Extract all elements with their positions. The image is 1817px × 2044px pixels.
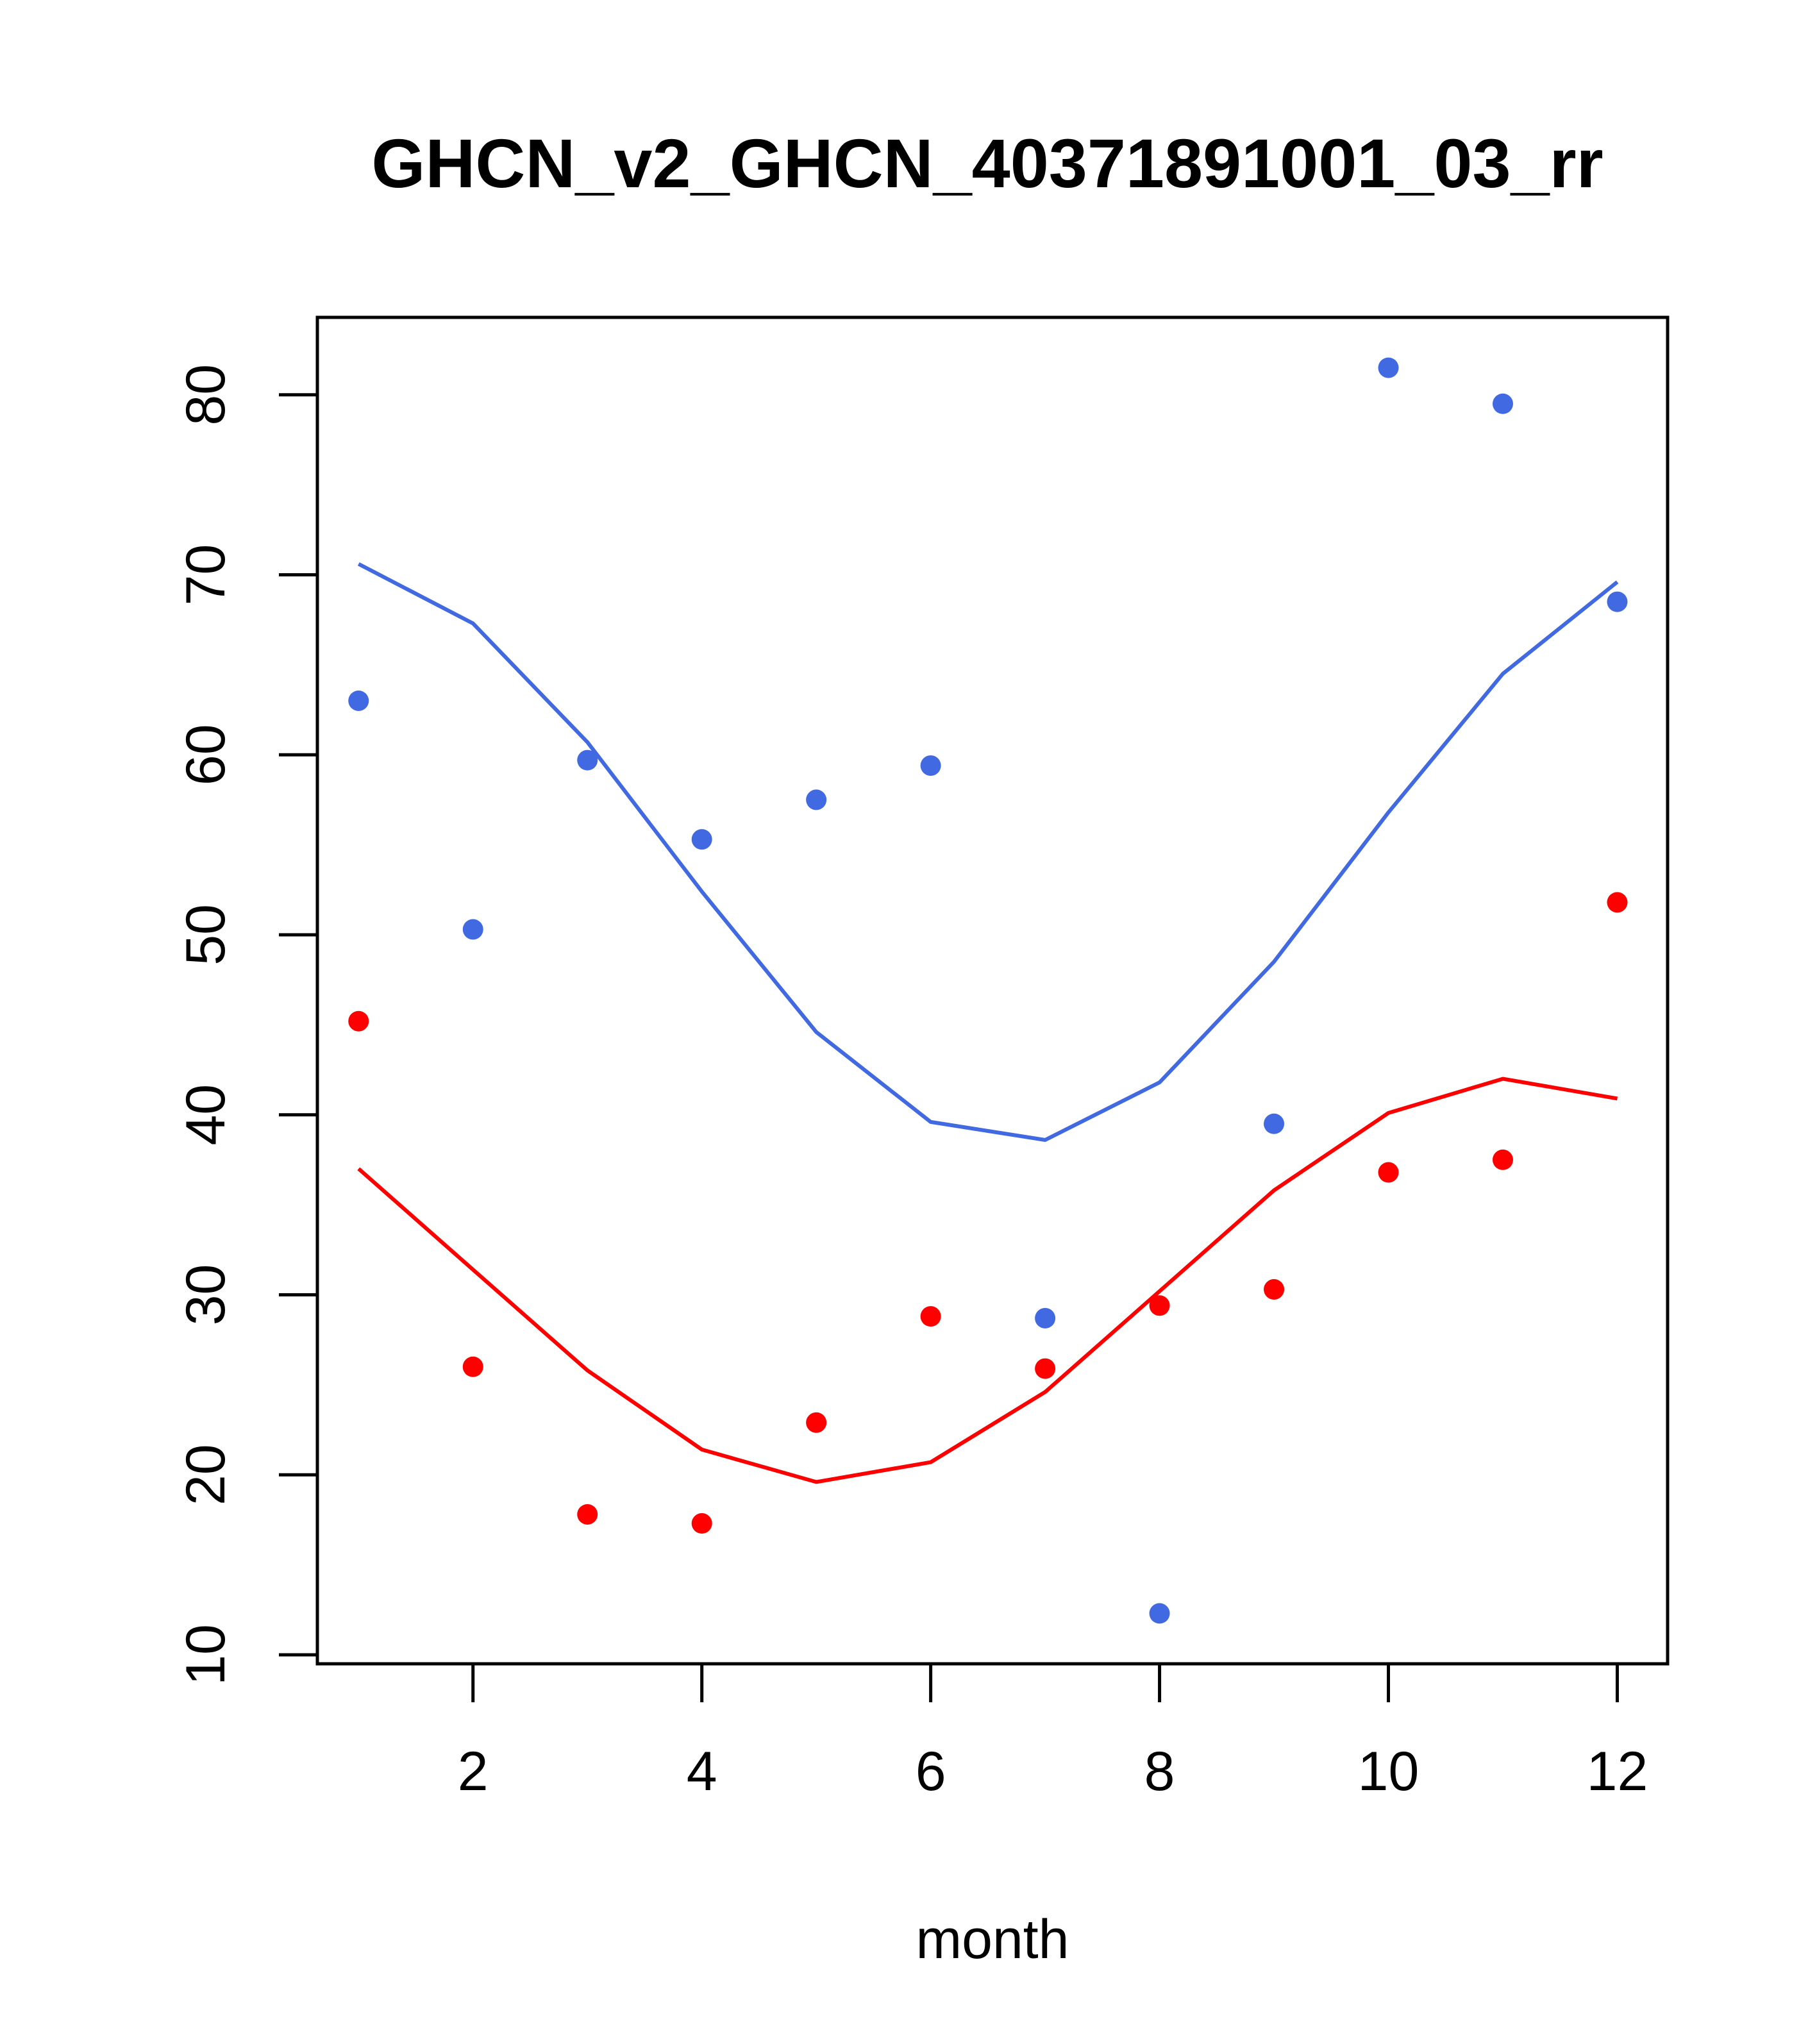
x-tick-label: 12 xyxy=(1587,1741,1648,1802)
series-2-point xyxy=(691,1513,712,1534)
series-1-point xyxy=(1607,591,1628,612)
series-1-point xyxy=(1035,1307,1056,1328)
x-tick-label: 6 xyxy=(916,1741,946,1802)
x-axis-label: month xyxy=(916,1909,1069,1970)
y-tick-label: 10 xyxy=(175,1624,237,1686)
y-tick-label: 20 xyxy=(175,1444,237,1505)
series-1-point xyxy=(691,829,712,850)
series-1-point xyxy=(1492,393,1513,414)
series-2-point xyxy=(1378,1162,1399,1183)
chart-title: GHCN_v2_GHCN_40371891001_03_rr xyxy=(371,124,1603,202)
series-1-point xyxy=(462,919,483,940)
series-2-line xyxy=(357,1076,1618,1484)
x-axis: 2 4 6 8 10 12 xyxy=(458,1662,1648,1802)
series-1-point xyxy=(1378,357,1399,378)
y-tick-label: 40 xyxy=(175,1084,237,1146)
series-2-point xyxy=(920,1306,941,1327)
y-tick-label: 60 xyxy=(175,724,237,785)
series-1-point xyxy=(1149,1603,1170,1624)
series-1-point xyxy=(348,690,369,711)
y-tick-label: 70 xyxy=(175,544,237,606)
y-tick-label: 30 xyxy=(175,1264,237,1326)
series-1-point xyxy=(1264,1113,1285,1134)
series-1-line xyxy=(357,562,1619,1142)
series-2-point xyxy=(1492,1149,1513,1170)
series-1-point xyxy=(577,750,598,771)
x-tick-label: 4 xyxy=(687,1741,717,1802)
series-2-point xyxy=(1607,892,1628,913)
series-2-point xyxy=(806,1412,827,1433)
x-tick-label: 2 xyxy=(458,1741,489,1802)
series-2-point xyxy=(1035,1358,1056,1379)
series-1-point xyxy=(920,755,941,776)
series-2-point xyxy=(1149,1295,1170,1316)
y-tick-label: 80 xyxy=(175,364,237,426)
series-1-point xyxy=(806,789,827,810)
x-tick-label: 10 xyxy=(1358,1741,1419,1802)
series-2-point xyxy=(348,1010,369,1032)
series-2-point xyxy=(462,1356,483,1377)
plot-frame xyxy=(315,315,1670,1666)
series-2-point xyxy=(577,1504,598,1525)
plot-area xyxy=(348,357,1628,1624)
x-tick-label: 8 xyxy=(1144,1741,1175,1802)
y-axis: 10 20 30 40 50 60 70 80 xyxy=(175,364,319,1686)
series-2-point xyxy=(1264,1279,1285,1300)
y-tick-label: 50 xyxy=(175,904,237,966)
